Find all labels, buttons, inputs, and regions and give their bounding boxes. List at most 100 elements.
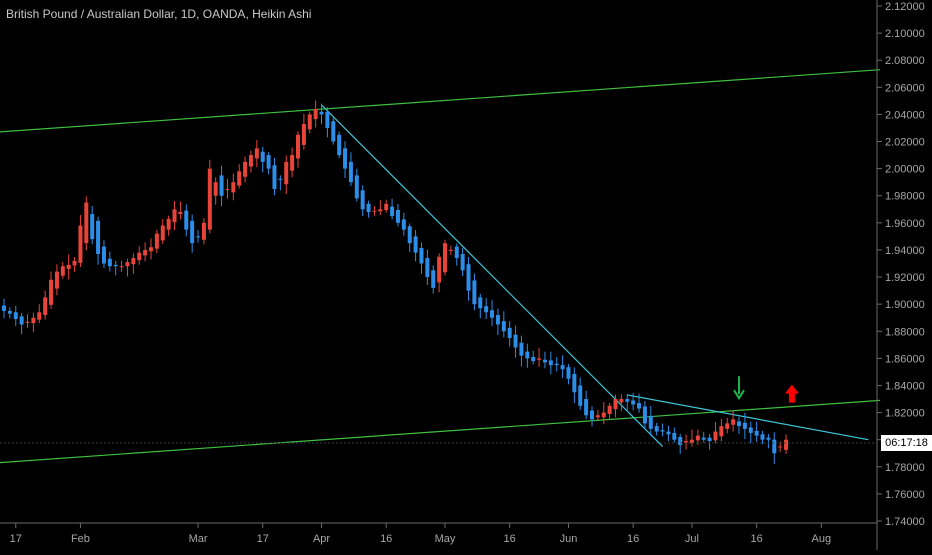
candle-up (248, 155, 253, 167)
candle-up (378, 209, 383, 212)
time-axis[interactable]: 17 Feb Mar 17 Apr 16 May 16 Jun 16 Jul 16 Aug (10, 523, 831, 545)
candle-down (96, 220, 101, 255)
candle-down (478, 297, 483, 309)
candle-down (219, 175, 224, 196)
candle-up (237, 171, 242, 186)
candle-down (648, 415, 653, 429)
candle-down (413, 236, 418, 253)
channel-upper-line[interactable] (0, 69, 881, 133)
candle-down (7, 310, 12, 314)
y-tick-label: 1.94000 (885, 245, 925, 257)
candle-up (689, 439, 694, 444)
candle-up (595, 415, 600, 418)
candle-up (437, 256, 442, 283)
x-tick-label: 16 (380, 533, 392, 545)
candle-up (201, 222, 206, 240)
candle-up (137, 252, 142, 261)
candle-down (531, 357, 536, 362)
x-tick-label: 17 (257, 533, 269, 545)
candle-up (284, 161, 289, 185)
candle-up (154, 233, 159, 249)
candle-down (19, 316, 24, 325)
candle-down (631, 400, 636, 405)
candles (2, 100, 789, 464)
y-tick-label: 1.86000 (885, 353, 925, 365)
candle-up (619, 399, 624, 403)
candle-up (778, 446, 783, 448)
candle-down (101, 246, 106, 264)
candle-down (337, 134, 342, 156)
candle-up (695, 435, 700, 441)
candle-up (66, 264, 71, 269)
candle-down (425, 258, 430, 278)
candle-down (642, 406, 647, 424)
candle-down (484, 306, 489, 313)
candle-up (43, 297, 48, 315)
y-tick-label: 1.78000 (885, 462, 925, 474)
candle-down (572, 373, 577, 393)
y-tick-label: 1.74000 (885, 516, 925, 528)
candle-down (590, 410, 594, 420)
candle-down (707, 437, 712, 442)
candle-down (760, 434, 765, 440)
y-tick-label: 2.10000 (885, 28, 925, 40)
candle-down (678, 436, 683, 446)
candle-down (701, 437, 706, 440)
candle-down (548, 360, 553, 366)
y-tick-label: 1.98000 (885, 191, 925, 203)
candle-up (25, 321, 30, 323)
candle-down (113, 264, 118, 267)
candle-up (231, 182, 236, 193)
signal-arrows (733, 376, 799, 403)
candle-up (31, 317, 36, 324)
candle-down (325, 111, 330, 128)
candle-down (354, 175, 359, 199)
candle-down (343, 148, 348, 169)
candle-down (748, 427, 753, 433)
candle-up (207, 168, 212, 230)
trendline-2[interactable] (627, 394, 869, 441)
candle-up (296, 134, 300, 159)
candle-down (13, 312, 18, 320)
y-tick-label: 1.92000 (885, 272, 925, 284)
candle-down (466, 264, 471, 291)
candle-down (737, 421, 741, 427)
x-tick-label: May (435, 533, 456, 545)
candle-up (225, 188, 230, 190)
candle-down (507, 327, 512, 339)
candle-down (395, 209, 400, 223)
candle-down (366, 203, 371, 212)
candle-down (542, 359, 547, 363)
candle-up (213, 182, 218, 196)
candle-up (243, 161, 248, 177)
candle-down (501, 321, 506, 332)
candle-down (754, 430, 759, 436)
candle-up (713, 431, 718, 441)
candle-up (301, 123, 306, 145)
candle-down (742, 422, 747, 429)
candle-down (578, 385, 583, 406)
candle-up (719, 426, 724, 437)
candle-up (60, 266, 65, 276)
x-tick-label: 17 (10, 533, 22, 545)
y-tick-label: 2.06000 (885, 82, 925, 94)
candle-down (196, 236, 201, 238)
candle-down (419, 247, 424, 264)
x-tick-label: 16 (627, 533, 639, 545)
candle-down (360, 190, 365, 210)
y-tick-label: 2.12000 (885, 1, 925, 13)
x-tick-label: 16 (751, 533, 763, 545)
candle-up (54, 271, 59, 289)
candle-down (331, 121, 336, 142)
x-tick-label: Apr (313, 533, 330, 545)
up-arrow-icon[interactable] (784, 384, 799, 403)
candle-down (554, 363, 559, 366)
down-arrow-icon[interactable] (733, 376, 745, 401)
candle-down (560, 365, 565, 370)
candle-down (654, 426, 659, 432)
candle-down (525, 351, 530, 359)
trendline-1[interactable] (321, 104, 663, 447)
countdown-label: 06:17:18 (881, 435, 932, 451)
y-tick-label: 1.82000 (885, 408, 925, 420)
